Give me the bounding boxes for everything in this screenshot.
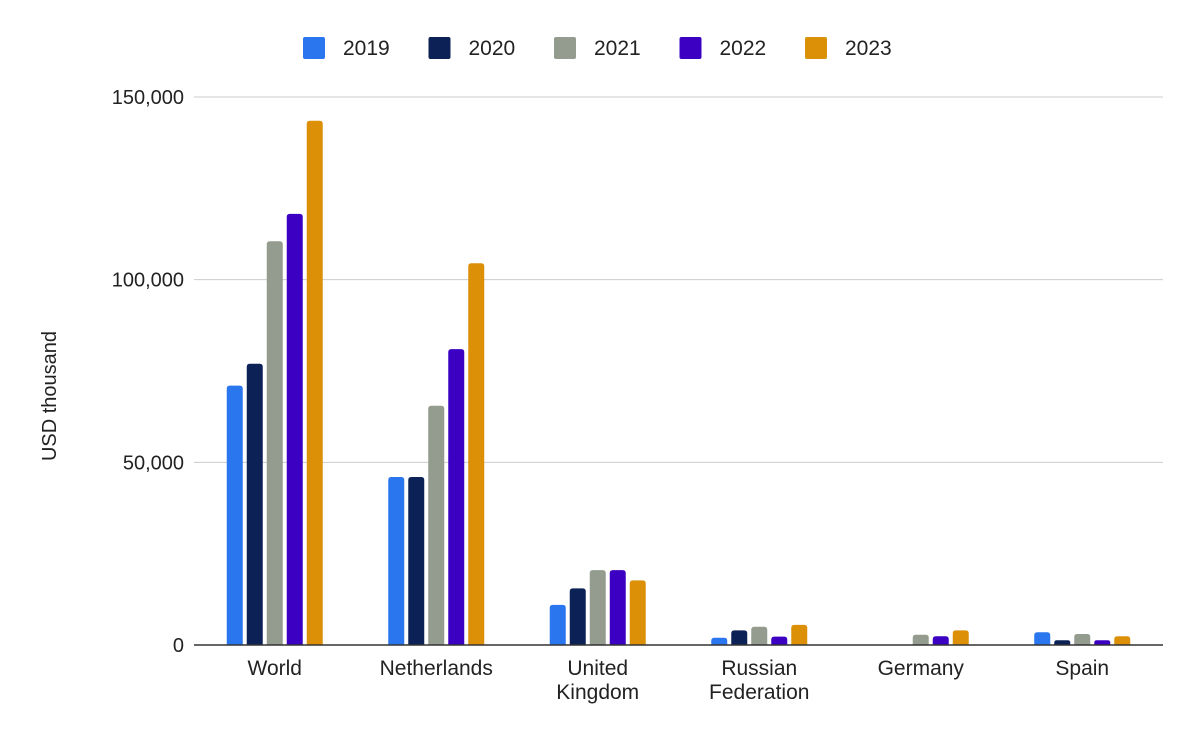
legend-item: 2020 xyxy=(428,37,516,60)
legend-item: 2019 xyxy=(303,37,390,60)
bar-2022 xyxy=(609,570,626,645)
bars xyxy=(226,120,1131,646)
bar-2020 xyxy=(731,630,748,645)
bar-2020 xyxy=(408,476,425,645)
legend: 2019 2020 2021 2022 2023 xyxy=(303,37,892,60)
bar-2023 xyxy=(952,630,969,645)
x-axis-labels: World Netherlands United Kingdom Russian Fede… xyxy=(248,657,1110,704)
bar-2019 xyxy=(388,476,405,645)
x-category-label: Russian Federation xyxy=(709,657,809,704)
bar-2020 xyxy=(1054,640,1071,645)
legend-swatch xyxy=(554,37,576,59)
x-category-label: World xyxy=(248,657,302,680)
legend-label: 2021 xyxy=(594,37,641,60)
bar-2022 xyxy=(771,636,788,645)
bar-2021 xyxy=(266,241,283,645)
legend-swatch xyxy=(679,37,702,59)
bar-2023 xyxy=(629,580,646,645)
y-tick-label: 150,000 xyxy=(112,87,184,109)
legend-swatch xyxy=(303,37,325,59)
x-category-label: United Kingdom xyxy=(556,657,639,704)
legend-label: 2023 xyxy=(845,37,892,60)
bar-2023 xyxy=(306,120,323,646)
y-tick-label: 100,000 xyxy=(112,270,184,292)
legend-swatch xyxy=(428,37,451,59)
bar-2019 xyxy=(549,604,566,645)
bar-2022 xyxy=(286,213,303,645)
bar-2021 xyxy=(912,634,929,645)
bar-2019 xyxy=(226,385,243,645)
bar-2022 xyxy=(448,349,465,645)
bar-2022 xyxy=(1094,640,1111,645)
bar-2023 xyxy=(1114,636,1131,645)
legend-label: 2022 xyxy=(720,37,767,60)
gridlines xyxy=(194,96,1163,463)
y-tick-label: 0 xyxy=(173,635,184,657)
bar-2020 xyxy=(246,363,263,645)
bar-2023 xyxy=(468,263,485,645)
bar-2020 xyxy=(569,588,586,645)
bar-2019 xyxy=(711,637,728,645)
bar-2021 xyxy=(1074,634,1091,645)
y-axis-label: USD thousand xyxy=(39,331,61,461)
bar-2023 xyxy=(791,624,808,645)
legend-item: 2022 xyxy=(679,37,767,60)
legend-item: 2023 xyxy=(805,37,892,60)
legend-item: 2021 xyxy=(554,37,641,60)
x-category-label: Germany xyxy=(878,657,965,680)
bar-2021 xyxy=(428,405,445,645)
legend-label: 2020 xyxy=(469,37,516,60)
legend-swatch xyxy=(805,37,827,59)
x-category-label: Netherlands xyxy=(380,657,493,680)
bar-2021 xyxy=(751,626,768,645)
bar-2021 xyxy=(589,570,606,645)
bar-2019 xyxy=(1034,632,1051,645)
x-category-label: Spain xyxy=(1055,657,1109,680)
y-tick-label: 50,000 xyxy=(123,452,184,474)
bar-2022 xyxy=(932,636,949,645)
legend-label: 2019 xyxy=(343,37,390,60)
y-axis-ticks: 0 50,000 100,000 150,000 xyxy=(112,87,184,657)
